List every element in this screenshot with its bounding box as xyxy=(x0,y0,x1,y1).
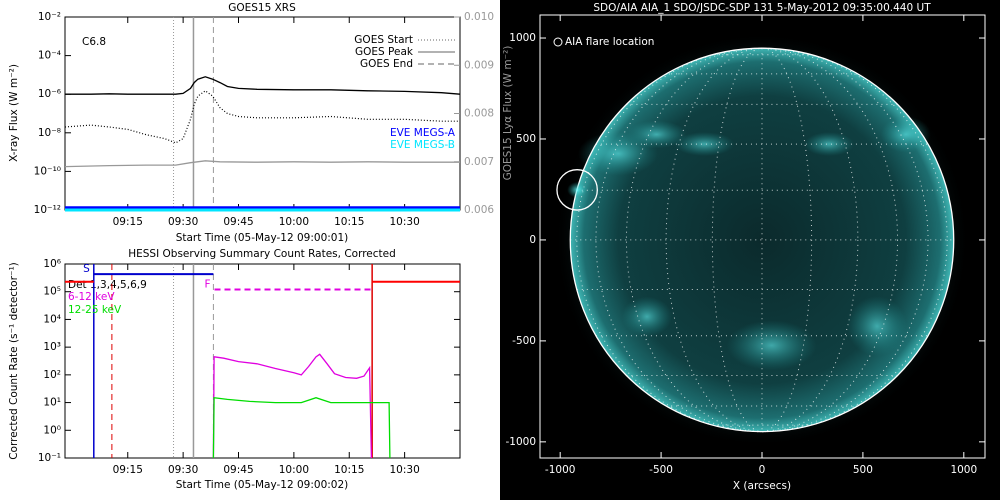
active-region xyxy=(726,320,817,371)
y-tick-label: 0 xyxy=(529,234,536,246)
y-tick-label: 10¹ xyxy=(43,397,61,409)
x-tick-label: 09:30 xyxy=(168,464,198,476)
chart-title: GOES15 XRS xyxy=(228,2,296,14)
y-tick-label: 10⁻⁶ xyxy=(38,88,61,100)
x-tick-label: 10:30 xyxy=(389,464,419,476)
y-tick-label: 10⁴ xyxy=(43,313,61,325)
x-tick-label: -500 xyxy=(649,464,673,476)
legend-label: GOES Peak xyxy=(355,46,414,58)
legend-label: GOES Start xyxy=(354,34,413,46)
active-region xyxy=(674,132,735,157)
y-tick-label: 10⁻⁴ xyxy=(38,50,61,62)
x-axis-label: X (arcsecs) xyxy=(733,480,791,492)
series-line xyxy=(64,160,460,168)
active-region xyxy=(626,120,687,149)
solar-image xyxy=(554,32,970,447)
y2-tick-label: 0.006 xyxy=(464,204,494,216)
y2-tick-label: 0.007 xyxy=(464,156,494,168)
y-axis-label: X-ray Flux (W m⁻²) xyxy=(8,64,20,162)
series-line xyxy=(212,396,391,459)
series-line xyxy=(65,76,461,95)
annotation-icon xyxy=(553,37,563,47)
y-tick-label: 10⁻¹² xyxy=(34,204,61,216)
x-axis-label: Start Time (05-May-12 09:00:01) xyxy=(176,232,349,244)
legend-label: 6-12 keV xyxy=(68,291,115,303)
y2-axis-label: GOES15 Lyα Flux (W m⁻²) xyxy=(502,46,514,181)
annotation: C6.8 xyxy=(82,36,106,48)
active-region xyxy=(880,116,931,153)
y-tick-label: 1000 xyxy=(509,32,536,44)
y-tick-label: -1000 xyxy=(505,436,536,448)
y2-tick-label: 0.010 xyxy=(464,11,494,23)
legend-label: EVE MEGS-A xyxy=(390,127,456,139)
series-line xyxy=(64,90,460,144)
x-tick-label: 09:15 xyxy=(113,464,143,476)
x-tick-label: 09:15 xyxy=(113,216,143,228)
x-tick-label: 09:45 xyxy=(223,464,253,476)
x-tick-label: 10:00 xyxy=(279,464,309,476)
y-tick-label: 500 xyxy=(516,133,536,145)
y2-tick-label: 0.008 xyxy=(464,108,494,120)
x-tick-label: 10:15 xyxy=(334,216,364,228)
longitude-line xyxy=(595,47,929,433)
y-tick-label: 10⁰ xyxy=(43,424,61,436)
plot-frame xyxy=(539,14,986,459)
x-tick-label: 1000 xyxy=(950,464,977,476)
flare-marker xyxy=(556,169,598,211)
legend-label: EVE MEGS-B xyxy=(390,139,455,151)
y-tick-label: 10⁶ xyxy=(43,258,61,270)
limb xyxy=(569,47,955,433)
y-tick-label: 10⁻¹ xyxy=(38,452,61,464)
y-tick-label: 10³ xyxy=(43,341,61,353)
x-tick-label: 10:30 xyxy=(389,216,419,228)
x-tick-label: 0 xyxy=(759,464,766,476)
x-tick-label: 500 xyxy=(853,464,873,476)
plot-frame xyxy=(64,263,461,459)
chart-title: HESSI Observing Summary Count Rates, Cor… xyxy=(128,248,396,260)
active-region xyxy=(847,296,908,357)
y-axis-label: Corrected Count Rate (s⁻¹ detector⁻¹) xyxy=(8,262,20,460)
y-tick-label: 10⁵ xyxy=(43,286,61,298)
annotation: AIA flare location xyxy=(565,36,654,48)
x-tick-label: 10:00 xyxy=(279,216,309,228)
x-tick-label: 09:45 xyxy=(223,216,253,228)
y-tick-label: 10⁻⁸ xyxy=(38,127,61,139)
flag-label: S xyxy=(83,263,90,275)
y-tick-label: 10⁻² xyxy=(38,11,61,23)
flare-glow xyxy=(567,181,588,198)
y-tick-label: -500 xyxy=(512,335,536,347)
active-region xyxy=(804,132,855,157)
active-region xyxy=(621,296,672,337)
x-tick-label: 10:15 xyxy=(334,464,364,476)
legend-label: 12-25 keV xyxy=(68,304,122,316)
x-axis-label: Start Time (05-May-12 09:00:02) xyxy=(176,479,349,491)
series-line xyxy=(212,353,373,459)
chart-title: SDO/AIA AIA_1 SDO/JSDC-SDP 131 5-May-201… xyxy=(593,2,931,14)
legend-label: GOES End xyxy=(360,58,413,70)
x-tick-label: -1000 xyxy=(545,464,576,476)
y-tick-label: 10² xyxy=(43,369,61,381)
y-tick-label: 10⁻¹⁰ xyxy=(34,165,61,177)
longitude-line xyxy=(711,47,813,433)
longitude-line xyxy=(625,47,899,433)
x-tick-label: 09:30 xyxy=(168,216,198,228)
y2-tick-label: 0.009 xyxy=(464,59,494,71)
flag-label: F xyxy=(204,279,210,291)
longitude-line xyxy=(665,47,859,433)
